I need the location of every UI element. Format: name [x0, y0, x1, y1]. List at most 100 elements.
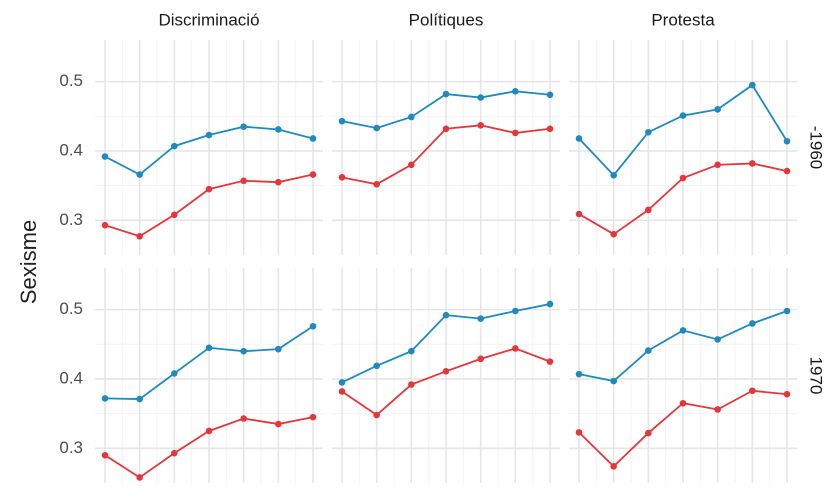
point [610, 171, 617, 179]
point [309, 135, 317, 142]
panel [332, 40, 560, 255]
point [240, 415, 247, 422]
point [610, 377, 617, 385]
point [171, 142, 178, 150]
point [408, 381, 415, 388]
point [679, 399, 687, 407]
point [645, 128, 652, 136]
point [477, 315, 484, 322]
point [512, 129, 519, 137]
y-tick-label: 0.4 [59, 368, 83, 387]
point [408, 347, 415, 355]
point [783, 167, 791, 175]
point [240, 347, 247, 355]
point [205, 131, 213, 139]
point [205, 185, 213, 193]
point [714, 161, 721, 169]
point [575, 370, 583, 378]
y-axis-label: Sexisme [16, 220, 41, 304]
point [783, 307, 791, 315]
point [546, 125, 554, 133]
point [546, 91, 554, 99]
point [205, 427, 213, 435]
y-tick-label: 0.4 [59, 140, 83, 159]
point [309, 413, 317, 421]
point [749, 81, 756, 89]
point [171, 449, 178, 457]
strip-label: -1960 [807, 126, 826, 169]
point [338, 174, 346, 181]
point [749, 387, 756, 395]
point [171, 370, 178, 377]
point [783, 137, 791, 145]
point [714, 406, 721, 413]
point [783, 390, 791, 398]
point [171, 211, 178, 219]
point [136, 232, 143, 240]
point [610, 463, 617, 470]
y-tick-label: 0.3 [59, 438, 83, 457]
panel [569, 40, 797, 255]
point [240, 177, 247, 185]
point [645, 206, 652, 214]
panel [569, 268, 797, 483]
point [477, 94, 484, 101]
point [275, 345, 282, 353]
y-tick-label: 0.5 [59, 71, 83, 90]
y-tick-label: 0.3 [59, 210, 83, 229]
point [136, 171, 143, 178]
point [408, 113, 415, 121]
point [101, 451, 109, 459]
point [338, 117, 346, 125]
point [714, 106, 721, 113]
strip-label: Protesta [651, 10, 715, 29]
point [373, 411, 380, 419]
point [309, 171, 317, 178]
point [575, 135, 583, 142]
point [373, 362, 380, 370]
point [101, 153, 109, 160]
point [136, 395, 143, 403]
point [610, 230, 617, 238]
y-tick-label: 0.5 [59, 299, 83, 318]
point [442, 368, 450, 375]
point [373, 124, 380, 132]
point [477, 355, 484, 363]
panel [95, 40, 323, 255]
point [645, 429, 652, 437]
point [275, 178, 282, 186]
point [575, 429, 583, 436]
point [275, 126, 282, 133]
point [136, 474, 143, 481]
point [309, 322, 317, 330]
point [512, 88, 519, 95]
strip-label: Discriminació [158, 10, 259, 29]
strip-label: 1970 [807, 357, 826, 395]
point [679, 112, 687, 119]
point [442, 311, 450, 319]
point [240, 123, 247, 130]
point [714, 336, 721, 343]
point [512, 345, 519, 352]
point [477, 122, 484, 129]
point [679, 174, 687, 182]
point [275, 420, 282, 428]
point [101, 221, 109, 229]
panel [95, 268, 323, 483]
point [512, 307, 519, 315]
point [546, 300, 554, 308]
point [338, 388, 346, 395]
point [373, 180, 380, 188]
point [575, 210, 583, 218]
point [338, 379, 346, 386]
point [546, 358, 554, 365]
point [645, 347, 652, 354]
point [101, 395, 109, 402]
point [749, 320, 756, 327]
point [205, 344, 213, 352]
point [408, 161, 415, 169]
point [749, 160, 756, 167]
point [442, 125, 450, 133]
point [442, 90, 450, 98]
